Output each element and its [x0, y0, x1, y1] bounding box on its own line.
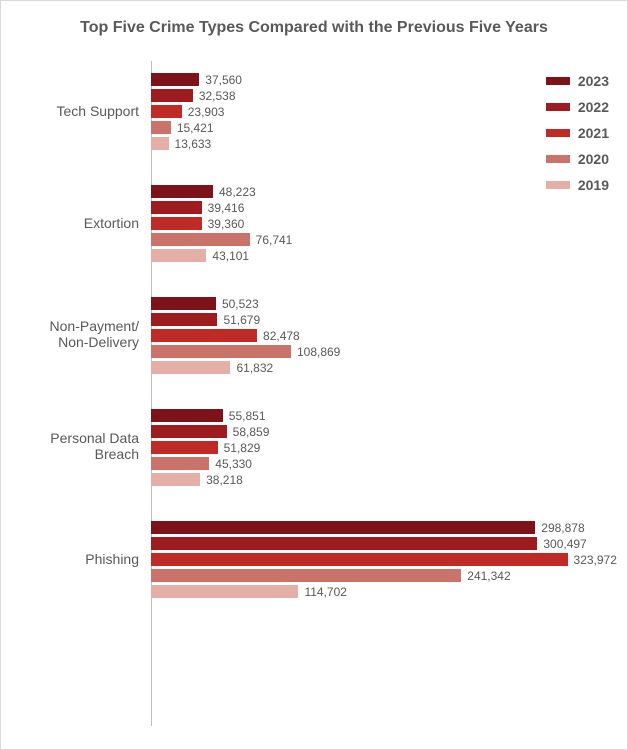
data-label: 300,497 — [543, 537, 586, 551]
chart-container: Top Five Crime Types Compared with the P… — [0, 0, 628, 750]
bar — [151, 249, 206, 262]
bar — [151, 361, 230, 374]
bar-group: Extortion48,22339,41639,36076,74143,101 — [151, 185, 601, 262]
data-label: 23,903 — [188, 105, 225, 119]
data-label: 32,538 — [199, 89, 236, 103]
data-label: 61,832 — [236, 361, 273, 375]
data-label: 241,342 — [467, 569, 510, 583]
legend-item: 2023 — [546, 73, 609, 89]
bar — [151, 185, 213, 198]
bar — [151, 441, 218, 454]
legend-label: 2019 — [578, 177, 609, 193]
legend: 2023 2022 2021 2020 2019 — [546, 73, 609, 203]
data-label: 323,972 — [574, 553, 617, 567]
legend-label: 2020 — [578, 151, 609, 167]
data-label: 43,101 — [212, 249, 249, 263]
data-label: 51,829 — [224, 441, 261, 455]
bar — [151, 345, 291, 358]
bar — [151, 73, 199, 86]
legend-swatch — [546, 103, 570, 111]
bar-group: Non-Payment/Non-Delivery50,52351,67982,4… — [151, 297, 601, 374]
bar — [151, 537, 537, 550]
bar — [151, 89, 193, 102]
category-label: Extortion — [9, 215, 139, 231]
data-label: 45,330 — [215, 457, 252, 471]
data-label: 76,741 — [256, 233, 293, 247]
bar — [151, 473, 200, 486]
bar-group: Phishing298,878300,497323,972241,342114,… — [151, 521, 601, 598]
data-label: 108,869 — [297, 345, 340, 359]
legend-swatch — [546, 129, 570, 137]
bar — [151, 457, 209, 470]
bar — [151, 409, 223, 422]
data-label: 13,633 — [175, 137, 212, 151]
bar — [151, 329, 257, 342]
bar — [151, 105, 182, 118]
chart-title: Top Five Crime Types Compared with the P… — [1, 19, 627, 37]
data-label: 114,702 — [304, 585, 347, 599]
bar — [151, 233, 250, 246]
data-label: 58,859 — [233, 425, 270, 439]
category-label: Personal DataBreach — [9, 430, 139, 462]
data-label: 15,421 — [177, 121, 214, 135]
bar — [151, 137, 169, 150]
bar-group: Tech Support37,56032,53823,90315,42113,6… — [151, 73, 601, 150]
legend-item: 2019 — [546, 177, 609, 193]
y-axis-line — [151, 61, 152, 726]
plot-area: Tech Support37,56032,53823,90315,42113,6… — [151, 61, 601, 726]
legend-item: 2020 — [546, 151, 609, 167]
data-label: 50,523 — [222, 297, 259, 311]
bar — [151, 569, 461, 582]
legend-swatch — [546, 155, 570, 163]
bar — [151, 585, 298, 598]
bar — [151, 201, 202, 214]
category-label: Non-Payment/Non-Delivery — [9, 318, 139, 350]
legend-item: 2022 — [546, 99, 609, 115]
bar-group: Personal DataBreach55,85158,85951,82945,… — [151, 409, 601, 486]
bar — [151, 217, 202, 230]
data-label: 51,679 — [223, 313, 260, 327]
data-label: 39,416 — [208, 201, 245, 215]
legend-swatch — [546, 77, 570, 85]
legend-label: 2023 — [578, 73, 609, 89]
legend-label: 2022 — [578, 99, 609, 115]
bar — [151, 425, 227, 438]
data-label: 39,360 — [208, 217, 245, 231]
bar — [151, 121, 171, 134]
data-label: 55,851 — [229, 409, 266, 423]
data-label: 48,223 — [219, 185, 256, 199]
legend-item: 2021 — [546, 125, 609, 141]
data-label: 37,560 — [205, 73, 242, 87]
data-label: 82,478 — [263, 329, 300, 343]
category-label: Tech Support — [9, 103, 139, 119]
bar — [151, 297, 216, 310]
bar — [151, 521, 535, 534]
legend-label: 2021 — [578, 125, 609, 141]
bar — [151, 313, 217, 326]
data-label: 38,218 — [206, 473, 243, 487]
category-label: Phishing — [9, 551, 139, 567]
bar — [151, 553, 568, 566]
legend-swatch — [546, 181, 570, 189]
data-label: 298,878 — [541, 521, 584, 535]
